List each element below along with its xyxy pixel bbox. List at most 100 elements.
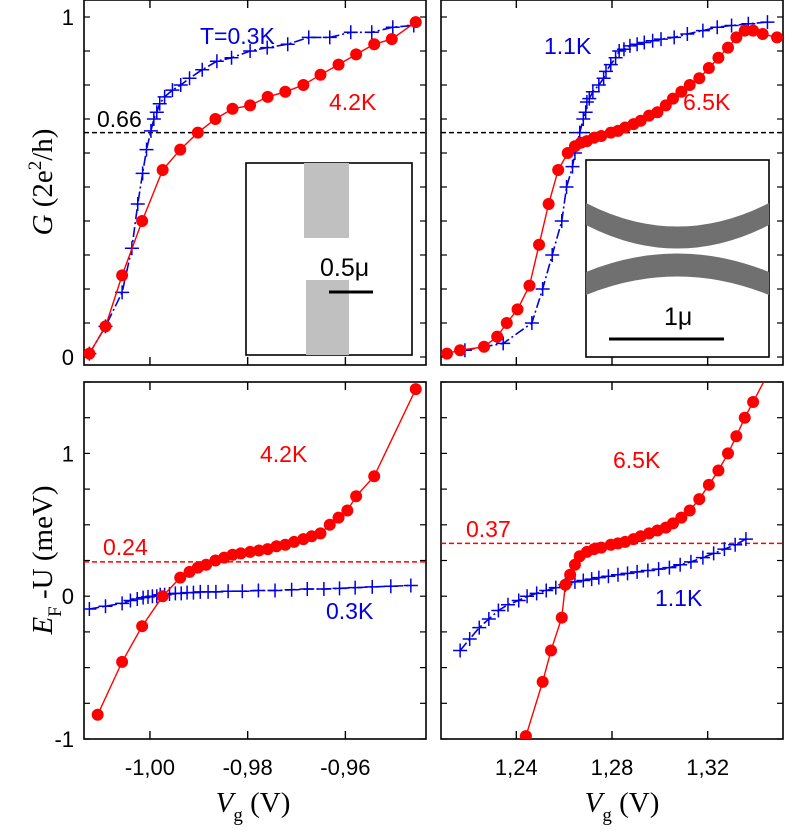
data-point: [579, 95, 594, 109]
data-point: [99, 320, 112, 333]
y-tick-label: 1: [62, 441, 74, 466]
data-point: [630, 564, 645, 579]
data-point: [712, 51, 725, 64]
data-point: [730, 430, 743, 443]
data-point: [348, 580, 363, 595]
data-point: [157, 89, 172, 104]
data-point: [341, 504, 354, 517]
data-point: [738, 24, 751, 37]
x-axis-label-right-sub: g: [602, 805, 612, 826]
series-label-t11-bottom: 1.1K: [655, 585, 703, 611]
data-point: [491, 330, 504, 343]
data-point: [182, 71, 197, 86]
data-point: [130, 592, 145, 607]
data-point: [706, 546, 721, 561]
data-point: [693, 493, 706, 506]
y-axis-label-top: G (2e2/h): [25, 129, 59, 236]
data-point: [251, 583, 266, 598]
data-point: [314, 68, 327, 81]
data-point: [481, 612, 496, 627]
data-point: [409, 16, 422, 29]
data-point: [552, 164, 565, 176]
data-point: [174, 143, 187, 156]
data-point: [173, 78, 188, 92]
data-point: [529, 586, 544, 601]
data-point: [462, 632, 477, 647]
data-point: [620, 566, 635, 581]
data-point: [710, 20, 725, 35]
data-point: [584, 572, 599, 587]
data-point: [364, 25, 379, 40]
data-point: [721, 41, 734, 54]
data-point: [332, 511, 345, 524]
data-point: [136, 620, 149, 633]
data-point: [115, 596, 130, 611]
data-point: [165, 83, 180, 98]
data-point: [385, 20, 400, 35]
inset-right: 1μ: [585, 159, 770, 358]
data-point: [195, 62, 210, 77]
ref-label-024: 0.24: [103, 534, 148, 560]
series-line: [525, 382, 765, 737]
inset-right-scale-label: 1μ: [664, 303, 692, 331]
data-point: [616, 42, 631, 57]
inset-left-scale-label: 0.5μ: [320, 254, 369, 282]
ref-label-066: 0.66: [97, 106, 142, 132]
data-point: [545, 248, 560, 262]
data-point: [91, 708, 104, 721]
data-point: [578, 105, 593, 120]
data-point: [651, 562, 666, 577]
data-point: [403, 578, 418, 593]
y-tick-label: 0: [62, 345, 74, 370]
data-point: [683, 554, 698, 569]
data-point: [139, 142, 154, 157]
x-tick-label: 1,24: [495, 755, 538, 780]
data-point: [747, 24, 760, 37]
data-point: [756, 28, 769, 40]
data-point: [520, 589, 535, 604]
x-axis-label-left-symbol: V: [216, 787, 237, 819]
panel-frame-bottom-left: [83, 381, 427, 740]
data-point: [591, 570, 606, 585]
data-point: [98, 599, 113, 614]
data-point: [675, 511, 688, 524]
panel-bottom-right: 1,24 1,28 1,32: [441, 381, 783, 780]
data-point: [116, 269, 129, 282]
data-point: [191, 126, 204, 139]
data-point: [666, 92, 679, 105]
panel-top-left: 01: [62, 0, 426, 370]
data-point: [693, 72, 706, 85]
data-point: [702, 62, 715, 74]
data-point: [453, 643, 468, 658]
series-label-t03: T=0.3K: [200, 23, 275, 49]
data-point: [84, 602, 97, 617]
data-point: [268, 583, 283, 598]
data-point: [252, 544, 265, 557]
data-point: [717, 542, 732, 557]
data-point: [536, 675, 549, 688]
data-point: [519, 730, 532, 739]
data-point: [135, 166, 150, 181]
y-axis-label-bottom-sub: F: [45, 606, 66, 617]
y-axis-label-bottom-rest: -U (meV): [27, 485, 59, 606]
data-point: [156, 590, 169, 603]
data-point: [385, 33, 398, 46]
data-point: [747, 395, 760, 408]
data-point: [702, 478, 715, 491]
y-tick-label: -1: [54, 727, 74, 752]
data-point: [728, 537, 743, 552]
data-point: [637, 35, 652, 50]
data-point: [200, 558, 213, 571]
series-label-t42-bottom: 4.2K: [260, 441, 308, 467]
data-point: [683, 504, 696, 517]
data-point: [695, 23, 710, 38]
y-axis-label-top-sup: 2: [25, 161, 46, 171]
data-point: [332, 581, 347, 596]
data-point: [316, 582, 331, 597]
y-axis-label-top-part-b: /h): [27, 129, 59, 161]
data-point: [662, 560, 677, 575]
data-point: [472, 620, 487, 635]
data-point: [673, 557, 688, 572]
data-point: [323, 518, 336, 531]
data-point: [724, 18, 739, 33]
